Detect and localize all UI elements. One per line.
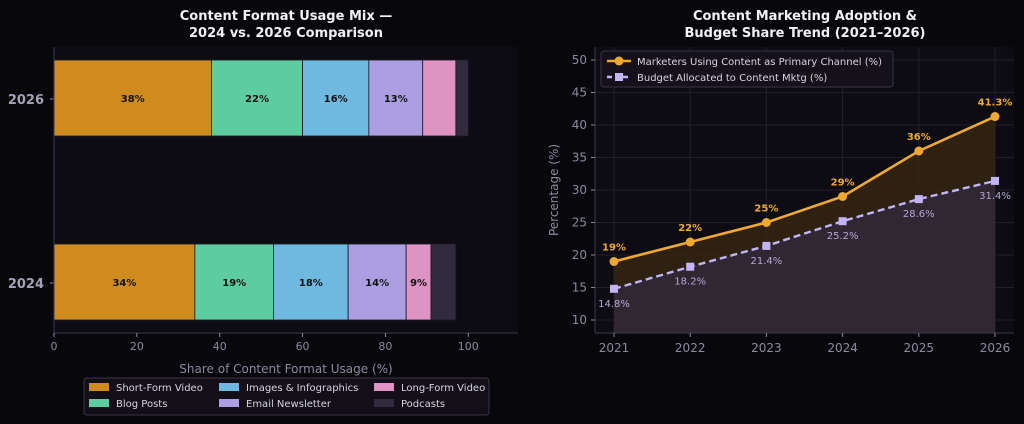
primary-channel-data-label: 29% [831,178,855,189]
x-tick-label: 60 [296,340,310,353]
left-chart-title-line1: Content Format Usage Mix — [180,9,393,24]
bar-data-label: 13% [384,94,408,105]
x-tick-label: 100 [458,340,479,353]
primary-channel-data-label: 19% [602,243,626,254]
y-category-label: 2026 [8,93,44,108]
bar-data-label: 9% [410,278,427,289]
legend-label: Podcasts [401,399,445,410]
budget-data-label: 14.8% [598,299,630,310]
bar-data-label: 19% [222,278,246,289]
primary-channel-data-label: 36% [907,132,931,143]
x-tick-label: 0 [51,340,58,353]
legend-label-primary: Marketers Using Content as Primary Chann… [637,57,882,68]
y-axis-title: Percentage (%) [547,144,561,236]
x-tick-label: 2026 [980,341,1011,355]
adoption-trend-line-chart: 19% 22% 25% 29% 36% 41.3% 14.8% 18.2% 21.4% 25.2%… [547,47,1014,355]
y-tick-label: 35 [572,151,587,165]
budget-data-label: 18.2% [674,277,706,288]
x-tick-label: 2021 [599,341,630,355]
primary-channel-data-label: 41.3% [978,98,1013,109]
legend-swatch [374,383,394,391]
y-tick-label: 20 [572,248,587,262]
budget-data-label: 25.2% [827,231,859,242]
y-tick-label: 50 [572,53,587,67]
bar-chart-legend: Short-Form Video Blog Posts Images & Infog… [83,377,490,416]
legend-swatch [89,383,109,391]
primary-channel-point [685,237,695,247]
budget-point [610,284,618,293]
x-tick-label: 20 [130,340,144,353]
legend-label: Images & Infographics [246,383,358,394]
bar-segment-2026-email-newsletter [368,59,424,137]
bar-segment-2026-long-form-video [422,59,457,137]
primary-channel-point [914,146,924,156]
legend-swatch [374,399,394,407]
legend-label-budget: Budget Allocated to Content Mktg (%) [637,73,827,84]
budget-point [838,217,847,226]
bar-segment-2026-short-form-video [53,59,212,137]
budget-point [991,176,999,185]
budget-data-label: 31.4% [979,191,1011,202]
line-legend-box [600,50,894,88]
bar-data-label: 34% [112,278,136,289]
budget-point [762,241,771,250]
x-tick-label: 2022 [675,341,706,355]
primary-channel-point [761,218,771,227]
bar-data-label: 22% [245,94,269,105]
primary-channel-data-label: 25% [754,204,778,215]
left-chart-title-line2: 2024 vs. 2026 Comparison [189,26,383,41]
legend-label: Long-Form Video [401,383,485,394]
primary-channel-point [609,257,619,266]
bar-segment-2026-podcasts [455,59,469,137]
legend-label: Short-Form Video [116,383,203,394]
y-tick-label: 45 [572,86,587,100]
y-category-label: 2024 [8,277,44,292]
budget-line [613,179,996,290]
budget-area [614,180,995,333]
primary-channel-point [990,112,1000,122]
bar-data-label: 38% [121,94,145,105]
bar-segment-2024-blog-posts [194,243,274,321]
bar-data-label: 16% [324,94,348,105]
legend-swatch [219,383,239,391]
bar-data-label: 14% [365,278,389,289]
bar-segment-2024-long-form-video [405,243,432,321]
legend-marker-primary [614,56,624,66]
x-tick-label: 80 [378,340,392,353]
legend-swatch [89,399,109,407]
x-tick-label: 2024 [827,341,858,355]
right-chart-title-line2: Budget Share Trend (2021–2026) [685,26,926,41]
legend-swatch [219,399,239,407]
x-axis-title: Share of Content Format Usage (%) [179,362,392,376]
y-tick-label: 30 [572,183,587,197]
y-tick-label: 15 [572,281,587,295]
y-tick-label: 40 [572,118,587,132]
legend-marker-budget [615,73,623,81]
legend-label: Email Newsletter [246,399,332,410]
y-tick-label: 25 [572,216,587,230]
primary-channel-line [613,115,996,263]
budget-data-label: 21.4% [751,256,783,267]
y-tick-label: 10 [572,313,587,327]
x-tick-label: 40 [213,340,227,353]
primary-channel-data-label: 22% [678,223,702,234]
bar-data-label: 18% [299,278,323,289]
bar-segment-2024-podcasts [430,243,457,321]
x-tick-label: 2023 [751,341,782,355]
bar-segment-2024-short-form-video [53,243,196,321]
right-chart-title-line1: Content Marketing Adoption & [693,9,917,24]
x-tick-label: 2025 [904,341,935,355]
budget-point [686,262,695,271]
legend-label: Blog Posts [116,399,167,410]
format-mix-bar-chart: 38% 22% 16% 13% 2026 34% 19% 18% 14% 9% 2024 0 20 40 6… [8,47,518,376]
budget-data-label: 28.6% [903,209,935,220]
budget-point [914,195,923,204]
primary-channel-point [838,192,848,201]
